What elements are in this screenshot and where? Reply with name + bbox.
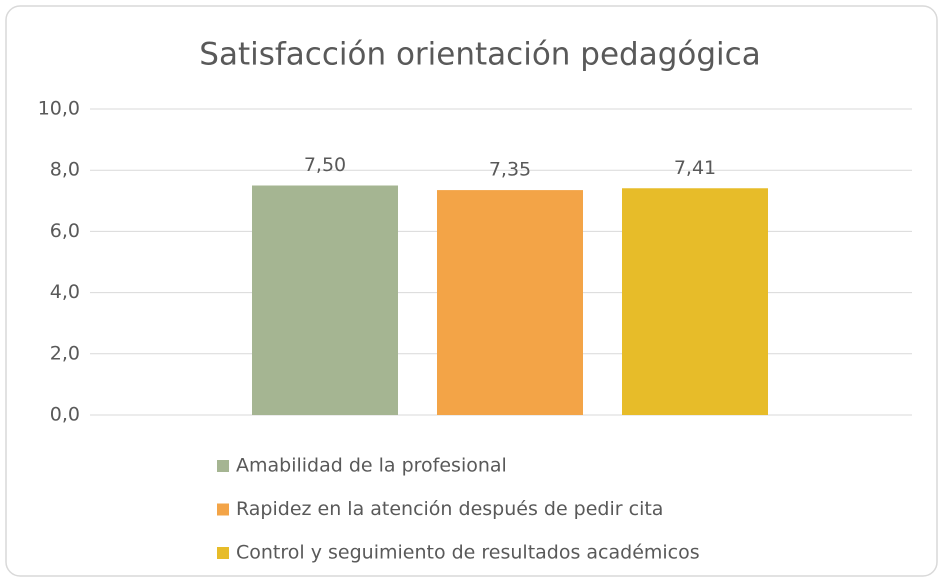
bar — [622, 188, 768, 415]
bar — [252, 185, 398, 415]
y-tick-label: 6,0 — [50, 220, 80, 242]
y-tick-label: 10,0 — [38, 98, 80, 120]
bar — [437, 190, 583, 415]
legend-label: Rapidez en la atención después de pedir … — [236, 498, 663, 520]
chart-title: Satisfacción orientación pedagógica — [199, 37, 760, 73]
y-tick-label: 8,0 — [50, 159, 80, 181]
legend-label: Control y seguimiento de resultados acad… — [236, 542, 700, 564]
legend-swatch — [217, 503, 229, 516]
legend-swatch — [217, 460, 229, 472]
legend-swatch — [217, 547, 229, 559]
legend-label: Amabilidad de la profesional — [236, 455, 507, 477]
data-label: 7,41 — [674, 157, 716, 179]
y-tick-label: 2,0 — [50, 342, 80, 364]
data-label: 7,35 — [489, 159, 531, 181]
y-tick-label: 0,0 — [50, 404, 80, 426]
data-label: 7,50 — [304, 154, 346, 176]
y-tick-label: 4,0 — [50, 281, 80, 303]
